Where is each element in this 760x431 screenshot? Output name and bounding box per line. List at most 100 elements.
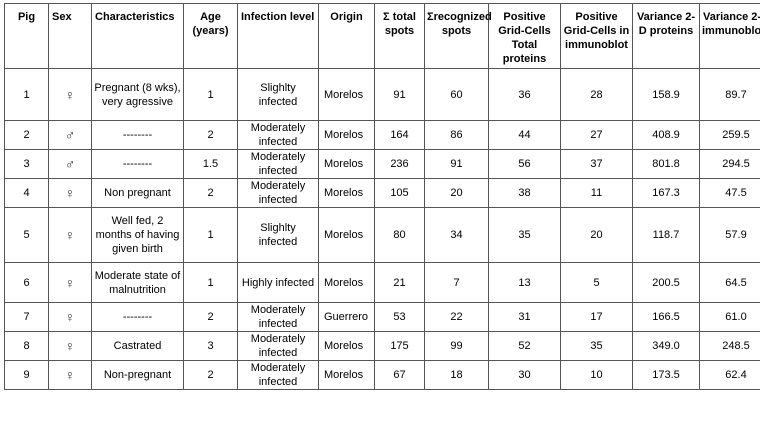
cell-total-spots: 164 bbox=[374, 120, 425, 150]
cell-sex: ♀ bbox=[48, 360, 92, 390]
cell-pig: 7 bbox=[4, 302, 49, 332]
header-total-spots: Σ total spots bbox=[374, 3, 425, 69]
table-row: 4 ♀ Non pregnant 2 Moderately infected M… bbox=[4, 178, 760, 208]
cell-pig: 6 bbox=[4, 262, 49, 303]
cell-pig: 3 bbox=[4, 149, 49, 179]
cell-variance-immunoblots: 259.5 bbox=[699, 120, 760, 150]
cell-characteristics: -------- bbox=[91, 120, 184, 150]
cell-pig: 4 bbox=[4, 178, 49, 208]
cell-origin: Morelos bbox=[318, 68, 375, 121]
cell-variance-immunoblots: 47.5 bbox=[699, 178, 760, 208]
cell-positive-immunoblot: 28 bbox=[560, 68, 633, 121]
cell-sex: ♀ bbox=[48, 68, 92, 121]
cell-positive-immunoblot: 20 bbox=[560, 207, 633, 263]
cell-variance-proteins: 166.5 bbox=[632, 302, 700, 332]
cell-recognized-spots: 18 bbox=[424, 360, 489, 390]
cell-origin: Morelos bbox=[318, 178, 375, 208]
cell-positive-total: 38 bbox=[488, 178, 561, 208]
cell-positive-total: 36 bbox=[488, 68, 561, 121]
cell-variance-proteins: 349.0 bbox=[632, 331, 700, 361]
header-recognized-spots: Σrecognized spots bbox=[424, 3, 492, 69]
cell-origin: Morelos bbox=[318, 331, 375, 361]
cell-age: 2 bbox=[183, 302, 238, 332]
header-infection-level: Infection level bbox=[237, 3, 319, 69]
cell-variance-immunoblots: 61.0 bbox=[699, 302, 760, 332]
cell-total-spots: 105 bbox=[374, 178, 425, 208]
cell-sex: ♂ bbox=[48, 120, 92, 150]
cell-total-spots: 67 bbox=[374, 360, 425, 390]
cell-infection: Moderately infected bbox=[237, 331, 319, 361]
cell-variance-proteins: 118.7 bbox=[632, 207, 700, 263]
cell-characteristics: Non pregnant bbox=[91, 178, 184, 208]
cell-variance-proteins: 408.9 bbox=[632, 120, 700, 150]
cell-characteristics: Pregnant (8 wks), very agressive bbox=[91, 68, 184, 121]
cell-positive-immunoblot: 10 bbox=[560, 360, 633, 390]
header-origin: Origin bbox=[318, 3, 375, 69]
pig-data-table: Pig Sex Characteristics Age (years) Infe… bbox=[4, 3, 760, 390]
cell-infection: Moderately infected bbox=[237, 149, 319, 179]
cell-origin: Morelos bbox=[318, 149, 375, 179]
cell-origin: Guerrero bbox=[318, 302, 375, 332]
table-container: Pig Sex Characteristics Age (years) Infe… bbox=[4, 3, 760, 390]
cell-variance-proteins: 158.9 bbox=[632, 68, 700, 121]
cell-variance-immunoblots: 294.5 bbox=[699, 149, 760, 179]
header-row: Pig Sex Characteristics Age (years) Infe… bbox=[4, 3, 760, 69]
cell-recognized-spots: 22 bbox=[424, 302, 489, 332]
table-row: 8 ♀ Castrated 3 Moderately infected More… bbox=[4, 331, 760, 361]
header-positive-total-proteins: Positive Grid-Cells Total proteins bbox=[488, 3, 561, 69]
cell-variance-immunoblots: 62.4 bbox=[699, 360, 760, 390]
cell-pig: 5 bbox=[4, 207, 49, 263]
cell-variance-immunoblots: 64.5 bbox=[699, 262, 760, 303]
cell-positive-immunoblot: 5 bbox=[560, 262, 633, 303]
cell-age: 2 bbox=[183, 360, 238, 390]
table-row: 2 ♂ -------- 2 Moderately infected Morel… bbox=[4, 120, 760, 150]
cell-variance-immunoblots: 248.5 bbox=[699, 331, 760, 361]
cell-recognized-spots: 7 bbox=[424, 262, 489, 303]
cell-positive-immunoblot: 37 bbox=[560, 149, 633, 179]
cell-total-spots: 53 bbox=[374, 302, 425, 332]
cell-variance-immunoblots: 57.9 bbox=[699, 207, 760, 263]
header-characteristics: Characteristics bbox=[91, 3, 184, 69]
table-row: 5 ♀ Well fed, 2 months of having given b… bbox=[4, 207, 760, 263]
cell-positive-immunoblot: 35 bbox=[560, 331, 633, 361]
cell-origin: Morelos bbox=[318, 207, 375, 263]
cell-infection: Moderately infected bbox=[237, 302, 319, 332]
cell-positive-total: 30 bbox=[488, 360, 561, 390]
cell-positive-total: 52 bbox=[488, 331, 561, 361]
table-row: 6 ♀ Moderate state of malnutrition 1 Hig… bbox=[4, 262, 760, 303]
cell-positive-total: 13 bbox=[488, 262, 561, 303]
cell-sex: ♀ bbox=[48, 302, 92, 332]
cell-positive-immunoblot: 27 bbox=[560, 120, 633, 150]
cell-sex: ♀ bbox=[48, 331, 92, 361]
cell-positive-total: 31 bbox=[488, 302, 561, 332]
cell-positive-total: 56 bbox=[488, 149, 561, 179]
cell-age: 2 bbox=[183, 120, 238, 150]
table-row: 9 ♀ Non-pregnant 2 Moderately infected M… bbox=[4, 360, 760, 390]
cell-recognized-spots: 34 bbox=[424, 207, 489, 263]
cell-characteristics: Non-pregnant bbox=[91, 360, 184, 390]
cell-pig: 2 bbox=[4, 120, 49, 150]
cell-infection: Slighlty infected bbox=[237, 68, 319, 121]
cell-characteristics: -------- bbox=[91, 302, 184, 332]
header-age: Age (years) bbox=[183, 3, 238, 69]
cell-infection: Moderately infected bbox=[237, 120, 319, 150]
cell-sex: ♀ bbox=[48, 178, 92, 208]
cell-positive-immunoblot: 17 bbox=[560, 302, 633, 332]
cell-variance-immunoblots: 89.7 bbox=[699, 68, 760, 121]
cell-total-spots: 21 bbox=[374, 262, 425, 303]
cell-variance-proteins: 801.8 bbox=[632, 149, 700, 179]
table-row: 3 ♂ -------- 1.5 Moderately infected Mor… bbox=[4, 149, 760, 179]
cell-recognized-spots: 20 bbox=[424, 178, 489, 208]
cell-characteristics: Moderate state of malnutrition bbox=[91, 262, 184, 303]
cell-pig: 1 bbox=[4, 68, 49, 121]
cell-variance-proteins: 173.5 bbox=[632, 360, 700, 390]
cell-positive-total: 35 bbox=[488, 207, 561, 263]
cell-characteristics: Castrated bbox=[91, 331, 184, 361]
cell-age: 3 bbox=[183, 331, 238, 361]
table-row: 7 ♀ -------- 2 Moderately infected Guerr… bbox=[4, 302, 760, 332]
cell-total-spots: 236 bbox=[374, 149, 425, 179]
cell-recognized-spots: 91 bbox=[424, 149, 489, 179]
cell-sex: ♀ bbox=[48, 262, 92, 303]
cell-variance-proteins: 167.3 bbox=[632, 178, 700, 208]
cell-age: 1 bbox=[183, 262, 238, 303]
